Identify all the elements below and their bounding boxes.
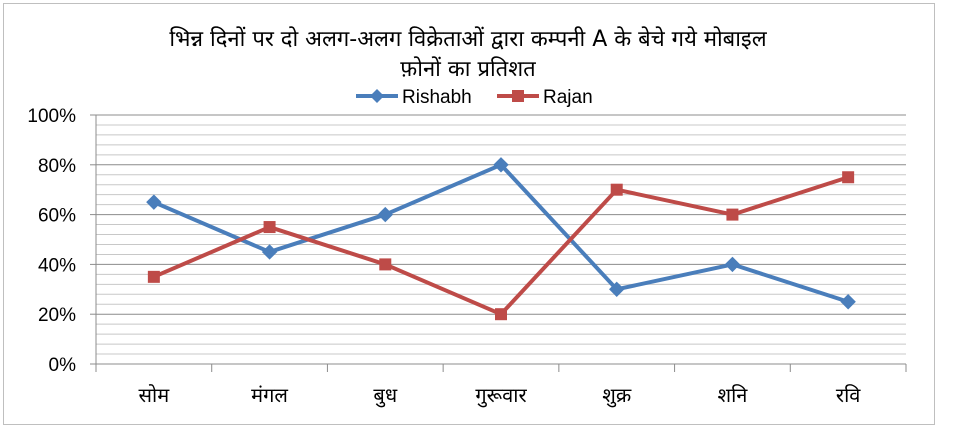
data-point xyxy=(724,256,741,273)
chart-title: भिन्न दिनों पर दो अलग-अलग विक्रेताओं द्व… xyxy=(0,26,936,84)
grid-lines xyxy=(96,114,906,355)
data-point xyxy=(379,258,392,271)
x-tick-label: सोम xyxy=(139,383,171,407)
legend: Rishabh Rajan xyxy=(356,87,593,108)
series-rishabh xyxy=(146,157,856,310)
y-tick-label: 60% xyxy=(38,206,76,227)
y-axis-ticks: 0% 20% 40% 60% 80% 100% xyxy=(27,106,96,376)
data-point xyxy=(261,244,278,260)
x-tick-label: मंगल xyxy=(251,383,288,407)
data-point xyxy=(377,206,393,223)
legend-marker xyxy=(512,90,524,102)
data-point xyxy=(146,194,162,210)
y-tick-label: 40% xyxy=(38,255,76,276)
x-tick-label: शनि xyxy=(717,383,748,407)
data-point xyxy=(147,270,160,283)
data-point xyxy=(610,183,623,196)
legend-item-rishabh: Rishabh xyxy=(356,87,472,108)
series-layer xyxy=(146,157,856,321)
y-tick-label: 0% xyxy=(49,355,77,376)
x-tick-label: गुरूवार xyxy=(475,383,527,408)
data-point xyxy=(493,157,509,173)
data-point xyxy=(842,171,855,184)
x-tick-label: रवि xyxy=(836,383,861,407)
chart-title-line1: भिन्न दिनों पर दो अलग-अलग विक्रेताओं द्व… xyxy=(169,27,767,52)
data-point xyxy=(495,308,507,321)
data-point xyxy=(726,208,739,221)
data-point xyxy=(609,281,625,298)
chart-title-line2: फ़ोनों का प्रतिशत xyxy=(400,57,536,82)
y-tick-label: 80% xyxy=(38,156,76,177)
x-tick-label: शुक्र xyxy=(602,383,632,408)
series-rajan xyxy=(147,171,855,321)
x-tick-label: बुध xyxy=(373,383,397,408)
y-tick-label: 100% xyxy=(27,106,76,127)
axes xyxy=(95,115,906,365)
legend-item-rajan: Rajan xyxy=(497,87,593,108)
x-axis-ticks: सोम मंगल बुध गुरूवार शुक्र शनि रवि xyxy=(95,364,907,408)
legend-label: Rishabh xyxy=(402,87,472,108)
y-tick-label: 20% xyxy=(38,305,76,326)
legend-marker xyxy=(370,89,384,103)
data-point xyxy=(263,221,276,234)
data-point xyxy=(840,294,856,310)
legend-label: Rajan xyxy=(543,87,593,108)
chart-frame xyxy=(3,3,935,425)
